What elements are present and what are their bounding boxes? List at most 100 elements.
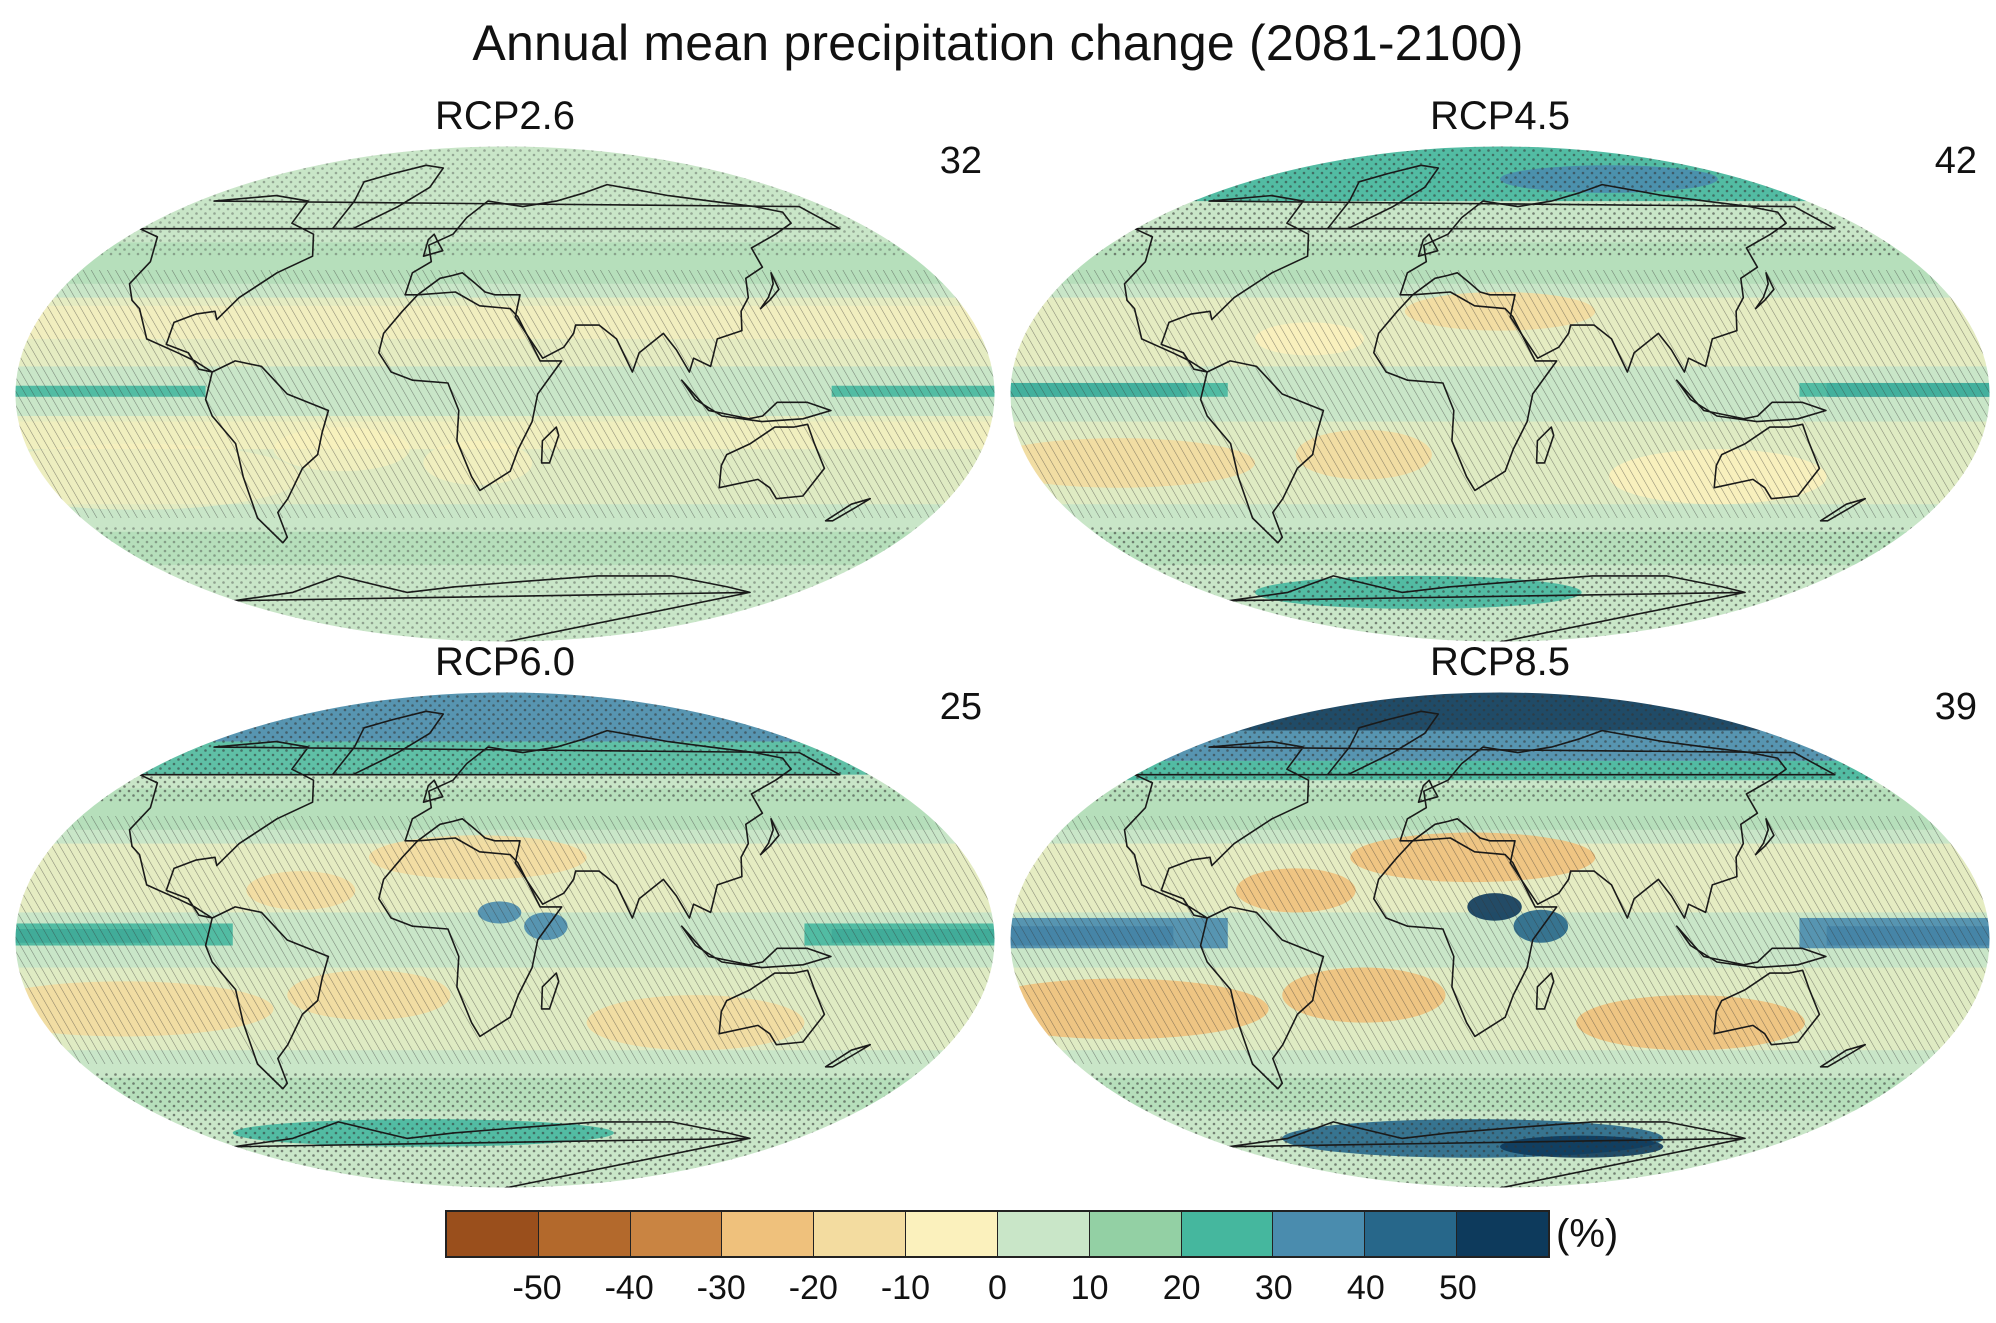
colorbar-tick-label: 10 bbox=[1070, 1269, 1109, 1307]
colorbar-tick-label: 20 bbox=[1162, 1269, 1201, 1307]
hatching-overlay bbox=[1010, 270, 1990, 518]
coastline-greenland bbox=[1326, 164, 1440, 230]
coastline-nz bbox=[1819, 1043, 1866, 1068]
precipitation-map bbox=[14, 691, 996, 1189]
coastline-japan bbox=[759, 818, 780, 856]
coastline-indonesia bbox=[680, 379, 832, 423]
coastline-uk bbox=[422, 779, 444, 803]
colorbar-tick-label: 40 bbox=[1346, 1269, 1385, 1307]
coastline-antarctica bbox=[233, 1121, 751, 1188]
coastline-nz bbox=[824, 497, 871, 522]
colorbar-bin bbox=[1089, 1212, 1182, 1256]
coastline-africa bbox=[1373, 291, 1558, 492]
stipple-overlay bbox=[1010, 1072, 1990, 1188]
coastline-greenland bbox=[1326, 710, 1440, 776]
colorbar-tick-label: -50 bbox=[512, 1269, 562, 1307]
coastline-samerica bbox=[204, 360, 330, 544]
colorbar-bin bbox=[1457, 1212, 1548, 1256]
panel-title: RCP6.0 bbox=[434, 640, 576, 684]
colorbar-bin bbox=[722, 1212, 815, 1256]
coastline-madagascar bbox=[540, 426, 560, 464]
panel-rcp85: RCP8.5 39 bbox=[1005, 638, 1995, 1198]
stipple-overlay bbox=[1010, 146, 1990, 257]
panel-title: RCP4.5 bbox=[1429, 94, 1571, 138]
coastline-nz bbox=[824, 1043, 871, 1068]
panel-rcp45: RCP4.5 42 bbox=[1005, 92, 1995, 652]
colorbar-unit-label: (%) bbox=[1556, 1212, 1619, 1256]
coastline-uk bbox=[1417, 233, 1439, 257]
coastline-eurasia bbox=[1399, 729, 1787, 919]
figure-title: Annual mean precipitation change (2081-2… bbox=[472, 15, 1524, 71]
stipple-overlay bbox=[15, 146, 995, 257]
coastline-samerica bbox=[1199, 360, 1325, 544]
colorbar-tick-label: 50 bbox=[1438, 1269, 1477, 1307]
coastline-africa bbox=[1373, 837, 1558, 1038]
hatching-overlay bbox=[1010, 816, 1990, 1064]
coastline-samerica bbox=[1199, 906, 1325, 1090]
stipple-overlay bbox=[15, 1072, 995, 1188]
panel-rcp60: RCP6.0 25 bbox=[10, 638, 1000, 1198]
colorbar-bin bbox=[1181, 1212, 1274, 1256]
coastline-eurasia bbox=[1399, 183, 1787, 373]
coastline-madagascar bbox=[1535, 426, 1555, 464]
coastline-namerica bbox=[128, 194, 841, 373]
coastline-samerica bbox=[204, 906, 330, 1090]
coastline-australia bbox=[718, 423, 826, 500]
coastline-eurasia bbox=[404, 183, 792, 373]
coastline-madagascar bbox=[1535, 972, 1555, 1010]
map-border bbox=[14, 145, 996, 643]
coastline-antarctica bbox=[233, 575, 751, 642]
coastline-namerica bbox=[1123, 740, 1836, 919]
coastline-nz bbox=[1819, 497, 1866, 522]
map-border bbox=[1009, 691, 1991, 1189]
coastline-australia bbox=[1713, 423, 1821, 500]
coastline-eurasia bbox=[404, 729, 792, 919]
map-field bbox=[1010, 692, 1990, 1188]
coastline-antarctica bbox=[1228, 575, 1746, 642]
stipple-overlay bbox=[15, 526, 995, 642]
stipple-overlay bbox=[1010, 526, 1990, 642]
colorbar-bin bbox=[447, 1212, 539, 1256]
coastline-africa bbox=[378, 291, 563, 492]
coastline-japan bbox=[759, 272, 780, 310]
coastline-indonesia bbox=[1675, 925, 1827, 969]
coastline-namerica bbox=[128, 740, 841, 919]
colorbar bbox=[445, 1210, 1550, 1258]
panel-title: RCP8.5 bbox=[1429, 640, 1571, 684]
coastline-indonesia bbox=[1675, 379, 1827, 423]
hatching-overlay bbox=[15, 816, 995, 1064]
colorbar-tick-label: -30 bbox=[696, 1269, 746, 1307]
stipple-overlay bbox=[1010, 692, 1990, 803]
map-border bbox=[1009, 145, 1991, 643]
panel-rcp26: RCP2.6 32 bbox=[10, 92, 1000, 652]
hatching-overlay bbox=[15, 270, 995, 518]
map-border bbox=[14, 691, 996, 1189]
precipitation-map bbox=[1009, 691, 1991, 1189]
coastline-uk bbox=[422, 233, 444, 257]
colorbar-tick-label: -40 bbox=[604, 1269, 654, 1307]
colorbar-bin bbox=[538, 1212, 631, 1256]
coastline-africa bbox=[378, 837, 563, 1038]
coastline-antarctica bbox=[1228, 1121, 1746, 1188]
coastline-australia bbox=[1713, 969, 1821, 1046]
coastline-namerica bbox=[1123, 194, 1836, 373]
colorbar-tick-label: -20 bbox=[788, 1269, 838, 1307]
panel-title: RCP2.6 bbox=[434, 94, 576, 138]
coastline-indonesia bbox=[680, 925, 832, 969]
colorbar-bin bbox=[906, 1212, 998, 1256]
colorbar-bin bbox=[1365, 1212, 1458, 1256]
coastline-japan bbox=[1754, 272, 1775, 310]
coastline-greenland bbox=[331, 164, 445, 230]
model-count: 25 bbox=[939, 686, 982, 728]
coastline-japan bbox=[1754, 818, 1775, 856]
precipitation-map bbox=[14, 145, 996, 643]
precipitation-map bbox=[1009, 145, 1991, 643]
stipple-overlay bbox=[15, 692, 995, 803]
colorbar-tick-label: 30 bbox=[1254, 1269, 1293, 1307]
colorbar-bin bbox=[814, 1212, 907, 1256]
coastline-greenland bbox=[331, 710, 445, 776]
colorbar-bin bbox=[1273, 1212, 1366, 1256]
colorbar-tick-label: 0 bbox=[988, 1269, 1007, 1307]
colorbar-bin bbox=[997, 1212, 1090, 1256]
model-count: 42 bbox=[1934, 140, 1977, 182]
